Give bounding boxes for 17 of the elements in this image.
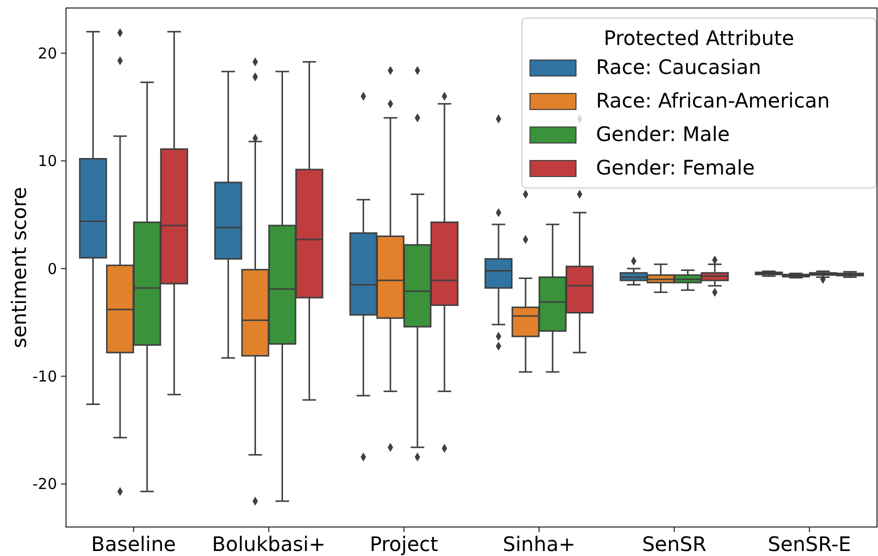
legend-label: Race: Caucasian xyxy=(596,55,762,79)
legend-label: Race: African-American xyxy=(596,88,830,112)
x-tick-label: Sinha+ xyxy=(502,532,576,556)
y-axis-title: sentiment score xyxy=(7,186,31,348)
x-tick-label: SenSR xyxy=(642,532,706,556)
legend-label: Gender: Female xyxy=(596,156,755,180)
y-tick-label: -10 xyxy=(32,368,57,386)
y-tick-label: -20 xyxy=(32,475,57,494)
x-tick-label: Bolukbasi+ xyxy=(212,532,326,556)
legend-label: Gender: Male xyxy=(596,122,730,146)
legend-title: Protected Attribute xyxy=(604,26,794,50)
y-tick-label: 0 xyxy=(47,260,57,278)
y-tick-label: 20 xyxy=(38,44,57,62)
x-tick-label: SenSR-E xyxy=(768,532,852,556)
x-tick-label: Baseline xyxy=(91,532,176,556)
x-tick-label: Project xyxy=(370,532,438,556)
y-tick-label: 10 xyxy=(38,152,57,170)
